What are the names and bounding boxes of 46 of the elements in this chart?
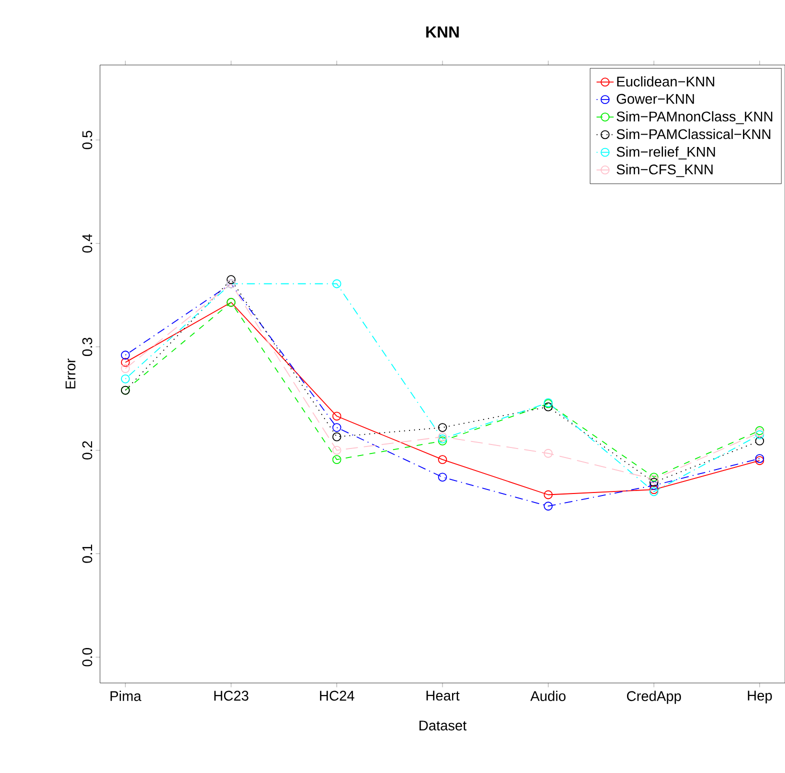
point — [332, 412, 342, 421]
point — [544, 448, 553, 458]
point — [755, 456, 764, 466]
x-tick-label: CredApp — [627, 690, 681, 704]
legend-label: Sim−PAMnonClass_KNN — [616, 111, 772, 124]
y-tick-label: 0.1 — [82, 544, 92, 563]
x-tick-label: Pima — [110, 690, 142, 702]
point — [332, 432, 342, 442]
y-axis-title: Error — [66, 358, 76, 388]
point — [120, 364, 130, 374]
legend-label: Sim−PAMClassical−KNN — [616, 128, 770, 140]
point — [544, 490, 553, 500]
point — [120, 350, 130, 360]
point — [755, 454, 764, 463]
y-tick-label: 0.0 — [82, 648, 92, 666]
point — [120, 374, 130, 384]
point — [438, 455, 447, 464]
legend-label: Euclidean−KNN — [617, 76, 714, 87]
chart-title: KNN — [426, 26, 459, 38]
y-tick-label: 0.3 — [82, 338, 92, 356]
y-tick-label: 0.4 — [82, 234, 92, 253]
legend-label: Sim−CFS_KNN — [616, 164, 713, 178]
point — [332, 446, 342, 455]
point — [649, 478, 658, 487]
point — [438, 423, 447, 432]
x-tick-label: Hep — [748, 690, 772, 704]
legend-label: Sim−relief_KNN — [616, 146, 715, 160]
y-tick-label: 0.2 — [82, 441, 92, 460]
x-tick-label: Audio — [530, 690, 566, 702]
point — [649, 480, 658, 490]
point — [544, 502, 553, 511]
x-tick-label: Heart — [426, 690, 460, 701]
point — [332, 279, 342, 288]
x-tick-label: HC24 — [320, 690, 354, 701]
point — [332, 455, 342, 464]
point — [438, 472, 447, 482]
y-tick-label: 0.5 — [82, 130, 92, 150]
point — [755, 436, 764, 446]
point — [226, 275, 236, 284]
point — [544, 402, 553, 412]
point — [120, 358, 130, 367]
legend-label: Gower−KNN — [616, 94, 694, 104]
point — [332, 423, 342, 432]
x-tick-label: HC23 — [214, 690, 248, 701]
x-axis-title: Dataset — [420, 720, 467, 730]
point — [438, 436, 447, 446]
